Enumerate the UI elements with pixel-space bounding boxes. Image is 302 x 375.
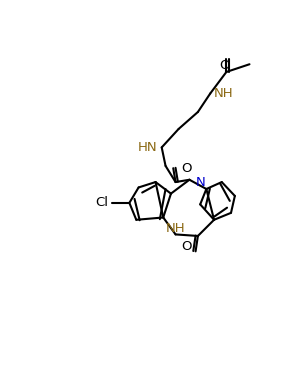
Text: HN: HN — [138, 141, 158, 154]
Text: NH: NH — [166, 222, 185, 235]
Text: O: O — [181, 240, 191, 253]
Text: N: N — [196, 176, 205, 189]
Text: Cl: Cl — [95, 196, 108, 209]
Text: NH: NH — [214, 87, 234, 100]
Text: O: O — [219, 58, 229, 72]
Text: O: O — [181, 162, 191, 175]
